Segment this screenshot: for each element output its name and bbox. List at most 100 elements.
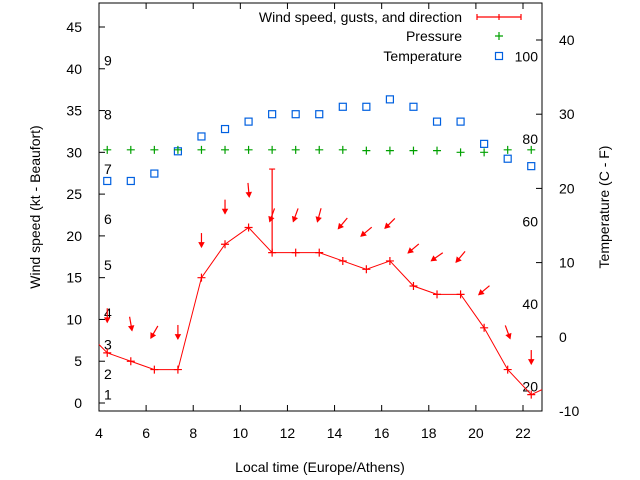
pressure-point [338, 145, 347, 154]
beaufort-labels: 1 2 3 4 5 6 7 8 9 [104, 52, 112, 402]
y-left-tick-label: 30 [66, 144, 82, 160]
legend: Wind speed, gusts, and direction Pressur… [259, 9, 522, 64]
temperature-point [103, 176, 112, 186]
wind-speed-point [385, 256, 394, 265]
temperature-point [197, 132, 206, 141]
y-right-tick-label: -10 [559, 403, 579, 419]
pressure-point [409, 146, 418, 155]
y-left-tick-label: 15 [66, 270, 82, 286]
fahrenheit-label: 80 [522, 131, 538, 147]
beaufort-label: 4 [104, 305, 112, 321]
pressure-series [103, 145, 536, 157]
wind-direction-arrowhead [337, 222, 344, 230]
temperature-point [432, 117, 442, 126]
wind-speed-point [221, 240, 230, 249]
y-left-tick-label: 25 [66, 186, 82, 202]
wind-gust-bar [269, 168, 276, 253]
legend-label-wind: Wind speed, gusts, and direction [259, 9, 462, 25]
beaufort-label: 5 [104, 257, 112, 273]
beaufort-label: 3 [104, 337, 112, 353]
legend-swatches [476, 14, 522, 61]
temperature-point [244, 117, 253, 126]
wind-direction-arrowhead [221, 208, 229, 215]
wind-direction-arrowhead [315, 216, 322, 223]
beaufort-label: 2 [104, 366, 112, 382]
fahrenheit-label: 60 [522, 213, 538, 229]
y-left-axis-ticks: 0 5 10 15 20 25 30 35 40 45 [66, 19, 105, 411]
wind-direction-arrowhead [150, 332, 157, 339]
pressure-point [268, 145, 277, 154]
wind-series [98, 168, 543, 399]
y-right-tick-label: 10 [559, 255, 575, 271]
x-tick-label: 8 [189, 425, 197, 441]
wind-speed-point [103, 348, 112, 357]
pressure-point [173, 145, 182, 154]
pressure-point [385, 146, 394, 155]
wind-speed-point [338, 256, 347, 265]
y-left-tick-label: 0 [74, 395, 82, 411]
wind-speed-point [197, 273, 206, 282]
pressure-point [150, 145, 159, 154]
x-axis-title: Local time (Europe/Athens) [235, 459, 405, 475]
legend-swatch-pressure [495, 32, 503, 40]
pressure-point [480, 148, 489, 157]
wind-direction-arrowhead [430, 255, 438, 262]
fahrenheit-label: 20 [522, 378, 538, 394]
y-left-tick-label: 45 [66, 19, 82, 35]
legend-swatch-temperature [494, 51, 504, 61]
beaufort-label: 9 [104, 52, 112, 68]
pressure-point [197, 145, 206, 154]
wind-direction-arrowhead [268, 215, 275, 223]
x-tick-label: 10 [233, 425, 249, 441]
wind-speed-point [150, 365, 159, 374]
wind-direction-arrowhead [384, 222, 391, 230]
beaufort-label: 1 [104, 387, 112, 403]
y-left-tick-label: 10 [66, 311, 82, 327]
x-tick-label: 14 [327, 425, 343, 441]
wind-speed-point [480, 323, 489, 332]
y-right-tick-label: 40 [559, 32, 575, 48]
fahrenheit-label: 100 [515, 48, 539, 64]
temperature-point [480, 139, 489, 148]
wind-direction-arrowhead [104, 317, 111, 324]
wind-speed-point [244, 223, 253, 232]
y-right-tick-label: 30 [559, 106, 575, 122]
pressure-point [315, 145, 324, 154]
wind-direction-arrowhead [127, 325, 135, 332]
pressure-point [291, 145, 300, 154]
wind-direction-arrowhead [455, 256, 462, 263]
x-tick-label: 6 [142, 425, 150, 441]
wind-speed-point [291, 248, 300, 257]
temperature-point [409, 102, 418, 111]
y-left-tick-label: 20 [66, 228, 82, 244]
temperature-point [338, 102, 347, 111]
wind-speed-point [315, 248, 324, 257]
y-right-tick-label: 20 [559, 180, 575, 196]
y-right-axis-ticks: -10 0 10 20 30 40 [536, 32, 579, 419]
wind-direction-arrowhead [407, 247, 414, 254]
wind-speed-point [362, 265, 371, 274]
pressure-point [527, 145, 536, 154]
temperature-series [103, 95, 536, 186]
temperature-point [315, 110, 324, 119]
temperature-point [126, 176, 135, 186]
x-tick-label: 16 [374, 425, 390, 441]
temperature-point [291, 110, 300, 119]
plot-border [98, 2, 543, 412]
pressure-point [126, 145, 135, 154]
wind-direction-arrowhead [245, 191, 252, 198]
fahrenheit-label: 40 [522, 296, 538, 312]
pressure-point [103, 145, 112, 154]
temperature-point [527, 162, 536, 171]
legend-label-temperature: Temperature [383, 48, 462, 64]
pressure-point [362, 146, 371, 155]
temperature-point [220, 124, 230, 134]
fahrenheit-labels: 20 40 60 80 100 [515, 48, 539, 394]
wind-speed-point [503, 365, 512, 374]
beaufort-label: 8 [104, 107, 112, 123]
wind-direction-arrowhead [528, 359, 535, 366]
pressure-point [244, 145, 253, 154]
y-left-axis-title: Wind speed (kt - Beaufort) [27, 125, 43, 288]
plot-frame [98, 2, 543, 412]
y-right-tick-label: 0 [559, 329, 567, 345]
